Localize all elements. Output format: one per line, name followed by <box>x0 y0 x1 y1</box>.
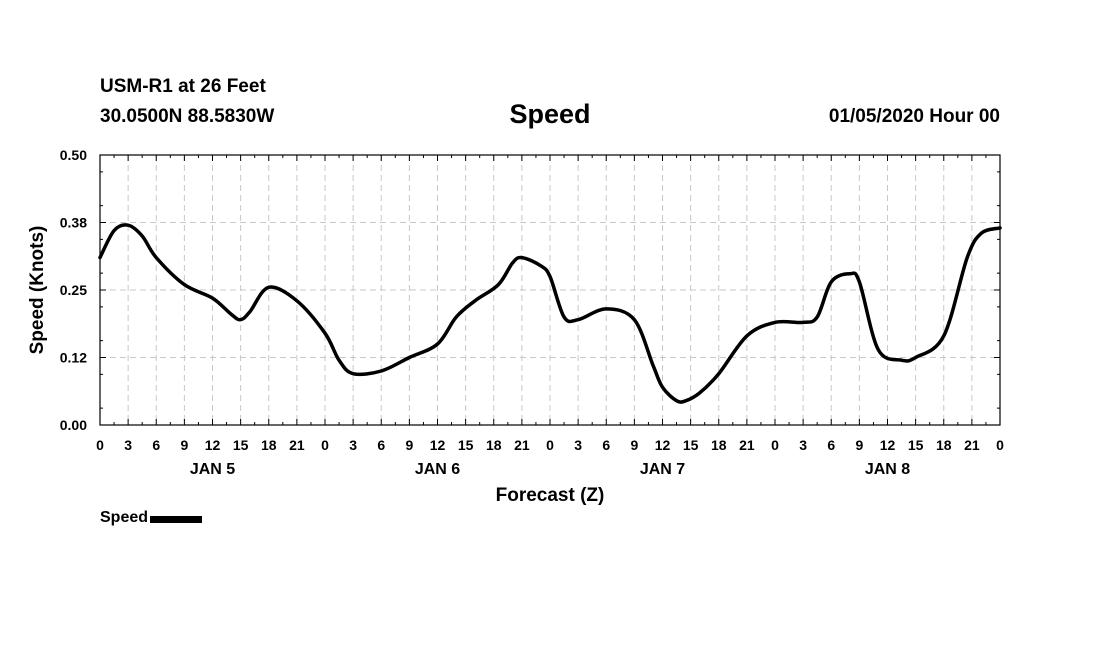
x-tick-label: 21 <box>289 437 305 453</box>
x-tick-label: 0 <box>96 437 104 453</box>
y-tick-label: 0.38 <box>60 215 87 231</box>
x-tick-label: 3 <box>349 437 357 453</box>
x-tick-label: 3 <box>799 437 807 453</box>
speed-series-line <box>98 223 1002 404</box>
chart-title: Speed <box>509 99 591 129</box>
y-tick-label: 0.00 <box>60 417 87 433</box>
x-tick-label: 9 <box>180 437 188 453</box>
legend-label: Speed <box>100 509 149 526</box>
x-tick-label: 0 <box>996 437 1004 453</box>
grid-lines <box>100 155 1000 425</box>
x-tick-label: 12 <box>430 437 446 453</box>
x-tick-label: 0 <box>771 437 779 453</box>
x-tick-label: 21 <box>964 437 980 453</box>
x-tick-label: 18 <box>936 437 952 453</box>
x-tick-label: 12 <box>880 437 896 453</box>
day-label: JAN 6 <box>415 461 460 478</box>
x-tick-label: 6 <box>377 437 385 453</box>
legend: Speed <box>100 509 203 527</box>
legend-swatch <box>150 516 203 523</box>
x-tick-label: 0 <box>321 437 329 453</box>
x-tick-label: 15 <box>683 437 699 453</box>
station-coordinates: 30.0500N 88.5830W <box>100 106 275 127</box>
x-tick-label: 9 <box>855 437 863 453</box>
forecast-datetime: 01/05/2020 Hour 00 <box>828 106 1000 127</box>
y-axis-title: Speed (Knots) <box>27 226 48 355</box>
tick-marks <box>99 154 1001 426</box>
day-label: JAN 8 <box>865 461 910 478</box>
x-tick-label: 12 <box>205 437 221 453</box>
x-tick-label: 0 <box>546 437 554 453</box>
y-tick-label: 0.25 <box>60 282 87 298</box>
x-tick-label: 9 <box>405 437 413 453</box>
x-tick-label: 18 <box>486 437 502 453</box>
day-labels: JAN 5 JAN 6 JAN 7 JAN 8 <box>190 461 910 478</box>
y-tick-labels: 0.00 0.12 0.25 0.38 0.50 <box>60 147 87 433</box>
y-tick-label: 0.12 <box>60 350 87 366</box>
x-tick-label: 3 <box>574 437 582 453</box>
x-tick-label: 15 <box>908 437 924 453</box>
x-tick-labels: 0 3 6 9 12 15 18 21 0 3 6 9 12 15 18 21 0 3 6 9 12 15 18 21 0 3 6 9… <box>96 437 1004 453</box>
x-tick-label: 9 <box>630 437 638 453</box>
x-tick-label: 18 <box>711 437 727 453</box>
x-tick-label: 15 <box>233 437 249 453</box>
x-tick-label: 12 <box>655 437 671 453</box>
station-name: USM-R1 at 26 Feet <box>100 76 266 97</box>
x-tick-label: 21 <box>739 437 755 453</box>
x-tick-label: 6 <box>602 437 610 453</box>
y-tick-label: 0.50 <box>60 147 87 163</box>
x-tick-label: 6 <box>152 437 160 453</box>
day-label: JAN 7 <box>640 461 685 478</box>
x-tick-label: 15 <box>458 437 474 453</box>
day-label: JAN 5 <box>190 461 235 478</box>
x-tick-label: 18 <box>261 437 277 453</box>
x-tick-label: 6 <box>827 437 835 453</box>
x-axis-title: Forecast (Z) <box>496 485 605 506</box>
x-tick-label: 21 <box>514 437 530 453</box>
x-tick-label: 3 <box>124 437 132 453</box>
